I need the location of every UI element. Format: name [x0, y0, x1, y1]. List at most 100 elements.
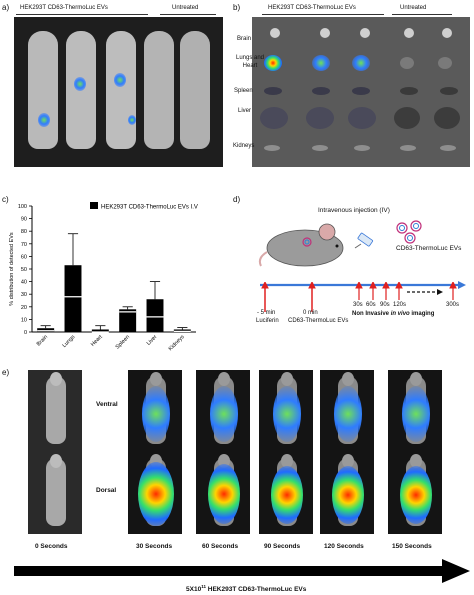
panel-d-ev-label: CD63-ThermoLuc EVs: [396, 245, 462, 252]
dorsal-0s: [28, 452, 82, 534]
dose-arrow-label: 5X1011 HEK293T CD63-ThermoLuc EVs: [186, 584, 306, 593]
panel-b-brain-5: [442, 28, 452, 38]
signal: [400, 466, 432, 524]
timeline-markers: [255, 280, 469, 320]
panel-a-mouse-5: [180, 31, 210, 149]
panel-b-brain-2: [320, 28, 330, 38]
panel-b-spleen-1: [264, 87, 282, 95]
panel-b-brain-3: [360, 28, 370, 38]
y-axis-label: % distribution of detected EVs: [9, 232, 15, 306]
ventral-120s: [320, 370, 374, 452]
time-label-120: 120 Seconds: [324, 543, 364, 550]
y-tick-label: 40: [21, 280, 27, 286]
dose-pre: 5X10: [186, 586, 202, 594]
panel-a-signal-1: [38, 113, 50, 127]
ventral-90s: [259, 370, 313, 452]
timeline-t-30: 30s: [353, 302, 363, 308]
ventral-150s: [388, 370, 442, 452]
panel-a-mouse-3: [106, 31, 136, 149]
mouse-head: [410, 372, 422, 386]
panel-b-liver-2: [306, 107, 334, 129]
x-tick-label: Brain: [36, 334, 49, 347]
panel-c-chart: 0 10 20 30 40 50 60 70 80 90 100 % distribution of …: [9, 202, 198, 352]
imaging-label-em: in vivo: [390, 311, 410, 317]
panel-b-lungs-3: [352, 55, 370, 71]
panel-b-liver-3: [348, 107, 376, 129]
panel-b-row-brain: Brain: [237, 36, 252, 42]
panel-b-spleen-2: [312, 87, 330, 95]
signal: [210, 386, 238, 442]
panel-b-lungs-2: [312, 55, 330, 71]
timeline-luciferin-label: Luciferin: [256, 318, 279, 324]
mouse-head: [281, 454, 293, 468]
panel-b-kidneys-5: [440, 145, 456, 151]
panel-b-liver-4: [394, 107, 420, 129]
panel-a-mouse-1: [28, 31, 58, 149]
y-tick-label: 80: [21, 229, 27, 235]
time-label-30: 30 Seconds: [136, 543, 173, 550]
dorsal-150s: [388, 452, 442, 534]
panel-b-lungs-4: [400, 57, 414, 69]
y-tick-label: 50: [21, 267, 27, 273]
y-tick-label: 60: [21, 254, 27, 260]
mouse-head: [342, 372, 354, 386]
time-label-60: 60 Seconds: [202, 543, 239, 550]
y-tick-label: 20: [21, 305, 27, 311]
bar-liver: [146, 299, 164, 332]
ev-icon: [394, 218, 428, 244]
signal: [138, 462, 174, 526]
mouse-head: [150, 372, 162, 386]
timeline-t-60: 60s: [366, 302, 376, 308]
bar-lungs: [64, 265, 82, 332]
dorsal-30s: [128, 452, 182, 534]
mouse-head: [342, 454, 354, 468]
panel-c-label: c): [2, 195, 9, 204]
signal: [271, 466, 303, 524]
x-tick-label: Lungs: [62, 334, 77, 349]
syringe-icon: [353, 232, 379, 254]
panel-b-lungs-5: [438, 57, 452, 69]
bar-brain: [37, 328, 55, 332]
timeline-t-90: 90s: [380, 302, 390, 308]
panel-b-kidneys-1: [264, 145, 280, 151]
timeline-t-120: 120s: [393, 302, 407, 308]
panel-a-mouse-4: [144, 31, 174, 149]
y-tick-label: 0: [24, 330, 27, 336]
timeline-t-zero: 0 min: [303, 310, 318, 316]
x-tick-label: Kidneys: [168, 334, 186, 352]
mouse-head: [50, 454, 62, 468]
panel-b-kidneys-2: [312, 145, 328, 151]
dose-post: HEK293T CD63-ThermoLuc EVs: [205, 586, 307, 594]
bar-kidneys: [173, 329, 191, 332]
ventral-0s: [28, 370, 82, 452]
x-tick-label: Liver: [146, 334, 159, 347]
signal: [402, 386, 430, 442]
dose-sup: 11: [201, 584, 206, 589]
panel-b-liver-5: [434, 107, 460, 129]
imaging-label-pre: Non Invasive: [352, 311, 391, 317]
panel-b-image: [252, 17, 470, 167]
bar-heart: [91, 329, 109, 332]
panel-a-image: [14, 17, 223, 167]
dorsal-90s: [259, 452, 313, 534]
mouse-head: [218, 372, 230, 386]
panel-b-row-spleen: Spleen: [234, 88, 253, 94]
panel-b-row-kidneys: Kidneys: [233, 143, 255, 149]
mouse-head: [281, 372, 293, 386]
panel-b-row-liver: Liver: [238, 108, 252, 114]
bar-spleen: [119, 309, 137, 332]
timeline-t-zero-label: CD63-ThermoLuc EVs: [288, 318, 349, 324]
x-tick-label: Heart: [90, 334, 104, 348]
panel-a-label: a): [2, 3, 10, 12]
x-tick-label: Spleen: [115, 334, 131, 350]
panel-d-mouse-icon: [257, 222, 349, 268]
panel-a-bracket-ev: [16, 14, 148, 15]
panel-e-label: e): [2, 368, 10, 377]
dorsal-60s: [196, 452, 250, 534]
timeline-t-300: 300s: [446, 302, 460, 308]
time-label-90: 90 Seconds: [264, 543, 301, 550]
mouse-head: [50, 372, 62, 386]
panel-b-bracket-ev: [262, 14, 384, 15]
row-label-ventral: Ventral: [96, 401, 118, 408]
panel-a-signal-4: [128, 115, 136, 125]
